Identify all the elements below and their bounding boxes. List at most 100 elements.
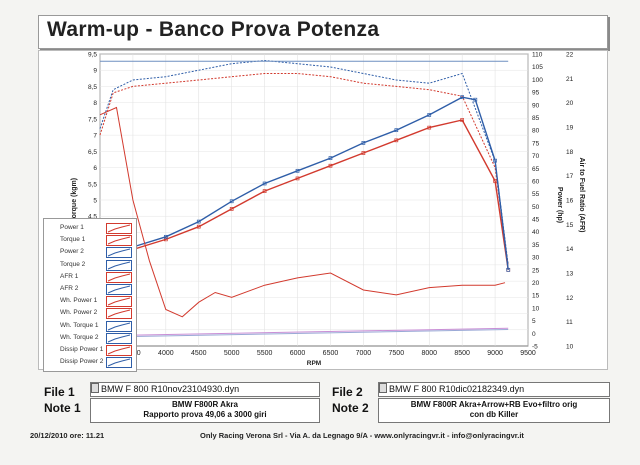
y-afr-tick-label: 19 [566, 125, 574, 132]
data-point [506, 267, 511, 272]
report-date: 20/12/2010 ore: 11.21 [30, 431, 105, 440]
note1-line1: BMW F800R Akra [172, 400, 238, 409]
data-point [493, 179, 497, 183]
y-left-tick-label: 5 [93, 198, 97, 205]
data-point [295, 176, 300, 181]
legend-label: Dissip Power 2 [60, 358, 104, 366]
x-tick-label: 8000 [421, 350, 437, 357]
y-afr-tick-label: 13 [566, 271, 574, 278]
series-line-power-1 [99, 119, 509, 270]
x-tick-label: 9500 [520, 350, 536, 357]
y-power-tick-label: 50 [532, 204, 540, 211]
file-icon [91, 383, 99, 393]
file-icon [379, 383, 387, 393]
file2-label: File 2 [332, 385, 363, 399]
y-power-tick-label: 30 [532, 255, 540, 262]
y-power-tick-label: 105 [532, 64, 543, 71]
x-tick-label: 8500 [454, 350, 470, 357]
y-power-tick-label: 15 [532, 293, 540, 300]
y-afr-tick-label: 11 [566, 319, 573, 326]
y-power-tick-label: 80 [532, 128, 540, 135]
file1-field[interactable]: BMW F 800 R10nov23104930.dyn [90, 382, 320, 397]
y-afr-tick-label: 10 [566, 344, 574, 351]
legend-swatch [106, 308, 132, 320]
company-info: Only Racing Verona Srl - Via A. da Legna… [200, 431, 524, 440]
data-point [262, 181, 267, 186]
data-point [427, 113, 432, 117]
y-left-tick-label: 8,5 [88, 84, 97, 91]
legend-label: Wh. Torque 1 [60, 321, 99, 329]
series-line-torque-2 [99, 59, 509, 265]
data-point [328, 156, 333, 160]
series-line-afr-1 [99, 106, 506, 318]
y-left-tick-label: 7,5 [88, 116, 97, 123]
note2-line1: BMW F800R Akra+Arrow+RB Evo+filtro orig [410, 400, 578, 409]
legend-swatch [106, 284, 132, 295]
file2-field[interactable]: BMW F 800 R10dic02182349.dyn [378, 382, 610, 397]
data-point [460, 118, 465, 122]
series-line-power-2 [99, 96, 509, 270]
y-power-tick-label: 100 [532, 77, 543, 84]
legend-label: Dissip Power 1 [60, 346, 104, 353]
data-point [163, 234, 168, 239]
y-power-tick-label: 0 [532, 331, 536, 338]
file2-name: BMW F 800 R10dic02182349.dyn [389, 384, 525, 394]
data-point [361, 151, 366, 155]
legend-item: Torque 1 [44, 234, 136, 247]
legend-swatch [106, 345, 132, 356]
legend-swatch [106, 320, 132, 332]
legend-label: AFR 1 [60, 272, 79, 280]
data-point [394, 128, 399, 133]
x-tick-label: 7000 [356, 350, 372, 357]
legend-item: Torque 2 [44, 259, 136, 271]
y-afr-tick-label: 22 [566, 52, 574, 59]
legend-item: Power 2 [44, 246, 136, 259]
y-power-tick-label: 75 [532, 140, 540, 147]
chart-legend: Power 1 Torque 1 Power 2 Torque 2 AFR 1 AFR 2… [43, 218, 137, 372]
y-power-tick-label: 60 [532, 178, 540, 185]
y-power-axis-label: Power (hp) [556, 187, 563, 223]
legend-swatch [106, 223, 132, 234]
header-banner: Warm-up - Banco Prova Potenza [38, 15, 608, 49]
legend-swatch [106, 259, 132, 271]
legend-label: Torque 2 [60, 260, 86, 268]
legend-swatch [106, 271, 132, 283]
x-tick-label: 4500 [191, 350, 207, 357]
note1-field[interactable]: BMW F800R Akra Rapporto prova 49,06 a 30… [90, 398, 320, 423]
legend-item: Wh. Torque 2 [44, 332, 136, 344]
legend-item: Wh. Power 1 [44, 295, 136, 308]
y-afr-axis-label: Air to Fuel Ratio (AFR) [578, 157, 585, 232]
legend-label: Wh. Power 1 [60, 297, 98, 305]
legend-label: Wh. Torque 2 [60, 333, 99, 341]
data-point [163, 237, 168, 242]
note1-label: Note 1 [44, 401, 81, 415]
y-left-tick-label: 9 [93, 68, 97, 75]
legend-label: Power 2 [60, 248, 84, 256]
y-power-tick-label: 5 [532, 318, 536, 325]
y-power-tick-label: 95 [532, 90, 540, 97]
y-afr-tick-label: 15 [566, 222, 574, 229]
y-left-tick-label: 9,5 [88, 52, 97, 59]
data-point [361, 141, 366, 145]
series-line-dissip-power-1 [99, 327, 509, 337]
legend-item: AFR 1 [44, 271, 136, 283]
y-power-tick-label: 65 [532, 166, 540, 173]
legend-item: Wh. Power 2 [44, 307, 136, 320]
note2-line2: con db Killer [469, 410, 519, 419]
legend-swatch [106, 357, 132, 369]
y-left-axis-label: Torque (kgm) [71, 178, 78, 222]
legend-item: Dissip Power 1 [44, 344, 136, 356]
note2-field[interactable]: BMW F800R Akra+Arrow+RB Evo+filtro orig … [378, 398, 610, 423]
legend-label: AFR 2 [60, 285, 79, 292]
y-power-tick-label: 55 [532, 191, 540, 198]
y-power-tick-label: 20 [532, 280, 540, 287]
legend-item: Power 1 [44, 222, 136, 234]
y-afr-tick-label: 12 [566, 295, 574, 302]
y-power-tick-label: -5 [532, 344, 538, 351]
legend-swatch [106, 332, 132, 344]
y-power-tick-label: 35 [532, 242, 540, 249]
x-tick-label: 5000 [224, 350, 240, 357]
data-point [328, 163, 333, 168]
y-left-tick-label: 6,5 [88, 149, 97, 156]
